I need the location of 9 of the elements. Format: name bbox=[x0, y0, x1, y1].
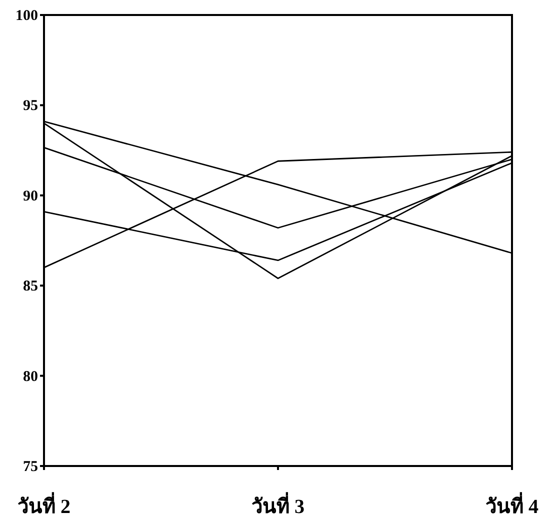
y-tick-label: 80 bbox=[23, 368, 38, 385]
x-tick-label: วันที่ 4 bbox=[486, 491, 538, 518]
x-tick-label: วันที่ 3 bbox=[252, 491, 304, 518]
y-tick-label: 95 bbox=[23, 98, 38, 114]
x-tick-label: วันที่ 2 bbox=[18, 491, 70, 518]
y-tick-label: 90 bbox=[23, 188, 38, 204]
y-tick-label: 85 bbox=[23, 278, 38, 295]
y-tick-label: 100 bbox=[16, 8, 38, 24]
y-tick-label: 75 bbox=[23, 459, 38, 475]
